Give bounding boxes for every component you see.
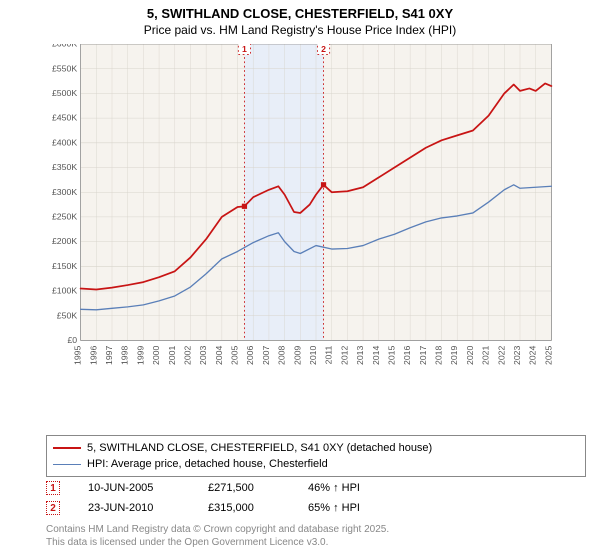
legend-label: HPI: Average price, detached house, Ches… <box>87 458 328 470</box>
svg-text:2025: 2025 <box>543 345 553 365</box>
sale-row: 1 10-JUN-2005 £271,500 46% ↑ HPI <box>46 478 586 498</box>
svg-text:£350K: £350K <box>52 162 77 172</box>
chart-container: 5, SWITHLAND CLOSE, CHESTERFIELD, S41 0X… <box>0 0 600 560</box>
svg-text:2011: 2011 <box>324 345 334 364</box>
legend: 5, SWITHLAND CLOSE, CHESTERFIELD, S41 0X… <box>46 435 586 477</box>
sale-marker: 1 <box>46 481 60 495</box>
svg-text:2008: 2008 <box>277 345 287 365</box>
svg-text:2005: 2005 <box>230 345 240 365</box>
svg-text:£200K: £200K <box>52 236 77 246</box>
sale-price: £315,000 <box>208 502 298 514</box>
svg-text:2019: 2019 <box>449 345 459 365</box>
svg-text:1998: 1998 <box>120 345 130 365</box>
svg-text:2021: 2021 <box>481 345 491 365</box>
svg-text:2006: 2006 <box>245 345 255 365</box>
svg-text:£300K: £300K <box>52 187 77 197</box>
svg-text:1: 1 <box>242 44 247 54</box>
svg-text:2022: 2022 <box>496 345 506 365</box>
sale-price: £271,500 <box>208 482 298 494</box>
svg-text:2004: 2004 <box>214 345 224 365</box>
title-line1: 5, SWITHLAND CLOSE, CHESTERFIELD, S41 0X… <box>0 6 600 23</box>
attribution-line2: This data is licensed under the Open Gov… <box>46 537 586 550</box>
title-line2: Price paid vs. HM Land Registry's House … <box>0 23 600 39</box>
svg-text:1999: 1999 <box>135 345 145 365</box>
svg-text:2012: 2012 <box>339 345 349 365</box>
svg-text:£0: £0 <box>67 335 77 345</box>
svg-text:2015: 2015 <box>386 345 396 365</box>
svg-text:£450K: £450K <box>52 113 77 123</box>
svg-text:£500K: £500K <box>52 88 77 98</box>
svg-text:2020: 2020 <box>465 345 475 365</box>
svg-text:2010: 2010 <box>308 345 318 365</box>
svg-text:£150K: £150K <box>52 261 77 271</box>
legend-label: 5, SWITHLAND CLOSE, CHESTERFIELD, S41 0X… <box>87 442 432 454</box>
svg-text:1996: 1996 <box>88 345 98 365</box>
svg-text:2016: 2016 <box>402 345 412 365</box>
attribution-line1: Contains HM Land Registry data © Crown c… <box>46 524 586 537</box>
svg-text:2013: 2013 <box>355 345 365 365</box>
svg-text:2003: 2003 <box>198 345 208 365</box>
svg-text:2009: 2009 <box>292 345 302 365</box>
sale-row: 2 23-JUN-2010 £315,000 65% ↑ HPI <box>46 498 586 518</box>
attribution: Contains HM Land Registry data © Crown c… <box>46 524 586 549</box>
svg-text:£600K: £600K <box>52 44 77 49</box>
svg-text:2024: 2024 <box>528 345 538 365</box>
legend-row: 5, SWITHLAND CLOSE, CHESTERFIELD, S41 0X… <box>53 440 579 456</box>
svg-text:2001: 2001 <box>167 345 177 365</box>
legend-swatch <box>53 464 81 465</box>
legend-swatch <box>53 447 81 449</box>
svg-text:2014: 2014 <box>371 345 381 365</box>
svg-text:2000: 2000 <box>151 345 161 365</box>
svg-text:2: 2 <box>321 44 326 54</box>
sale-hpi-delta: 46% ↑ HPI <box>308 482 398 494</box>
svg-text:2002: 2002 <box>182 345 192 365</box>
svg-text:2023: 2023 <box>512 345 522 365</box>
svg-text:£250K: £250K <box>52 212 77 222</box>
svg-text:£100K: £100K <box>52 286 77 296</box>
sales-table: 1 10-JUN-2005 £271,500 46% ↑ HPI 2 23-JUN-201… <box>46 478 586 518</box>
svg-text:£50K: £50K <box>57 310 78 320</box>
svg-text:1995: 1995 <box>73 345 83 365</box>
svg-text:2017: 2017 <box>418 345 428 365</box>
svg-text:1997: 1997 <box>104 345 114 365</box>
svg-text:2018: 2018 <box>434 345 444 365</box>
svg-text:£550K: £550K <box>52 63 77 73</box>
line-chart: £0 £50K £100K £150K £200K £250K £300K £350K £400… <box>46 44 586 384</box>
svg-text:2007: 2007 <box>261 345 271 365</box>
sale-hpi-delta: 65% ↑ HPI <box>308 502 398 514</box>
sale-marker: 2 <box>46 501 60 515</box>
sale-date: 10-JUN-2005 <box>88 482 198 494</box>
svg-text:£400K: £400K <box>52 137 77 147</box>
legend-row: HPI: Average price, detached house, Ches… <box>53 456 579 472</box>
sale-date: 23-JUN-2010 <box>88 502 198 514</box>
title-block: 5, SWITHLAND CLOSE, CHESTERFIELD, S41 0X… <box>0 0 600 38</box>
